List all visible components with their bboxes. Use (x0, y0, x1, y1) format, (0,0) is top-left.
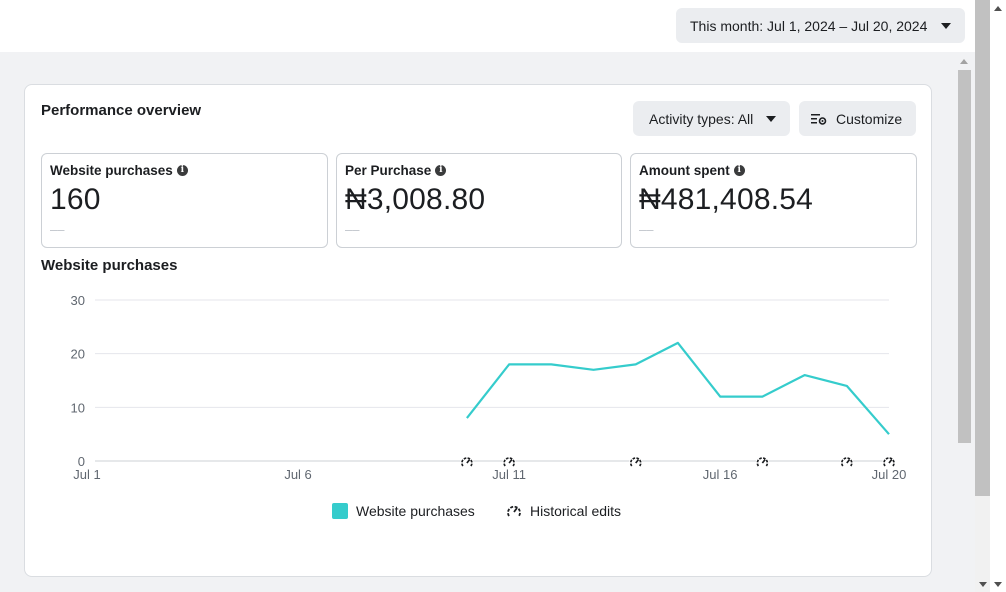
historical-edit-marker[interactable] (840, 455, 854, 469)
y-tick-label: 20 (71, 347, 85, 362)
x-tick-label: Jul 16 (703, 467, 738, 482)
metric-label: Website purchases (50, 163, 173, 178)
outer-scrollbar-strip[interactable] (990, 0, 1006, 592)
historical-edit-icon (507, 505, 521, 517)
historical-edit-marker[interactable] (502, 455, 516, 469)
historical-edit-marker[interactable] (755, 455, 769, 469)
activity-types-button[interactable]: Activity types: All (633, 101, 790, 136)
customize-icon (811, 113, 827, 125)
x-tick-label: Jul 11 (492, 467, 526, 482)
metric-value: 160 (50, 183, 101, 216)
y-tick-label: 10 (71, 400, 85, 415)
chart-title: Website purchases (41, 257, 178, 274)
legend-series-label: Website purchases (356, 503, 475, 519)
scroll-up-arrow-icon[interactable] (960, 59, 968, 64)
info-icon[interactable]: i (733, 165, 745, 176)
x-tick-label: Jul 20 (872, 467, 907, 482)
metric-delta: –– (50, 222, 65, 237)
customize-label: Customize (836, 110, 903, 127)
inner-scrollbar-thumb[interactable] (958, 70, 971, 443)
outer-scrollbar-thumb[interactable] (975, 0, 990, 496)
caret-down-icon (766, 115, 776, 122)
y-tick-label: 0 (78, 454, 85, 469)
legend-swatch (332, 503, 348, 519)
date-range-button[interactable]: This month: Jul 1, 2024 – Jul 20, 2024 (676, 8, 965, 43)
metric-value: ₦481,408.54 (639, 183, 814, 216)
metric-label-wrap: Per Purchase i (345, 163, 447, 178)
card-title: Performance overview (41, 102, 202, 119)
historical-edit-marker[interactable] (629, 455, 643, 469)
line-chart: 0 10 20 30 Jul 1 Jul 6 Jul 11 Jul 16 Jul 20 (71, 293, 907, 482)
performance-overview-card: Performance overview Activity types: All… (24, 84, 932, 577)
historical-edit-marker[interactable] (460, 455, 474, 469)
customize-button[interactable]: Customize (799, 101, 916, 136)
legend-historical-edits[interactable]: Historical edits (506, 503, 621, 519)
x-tick-label: Jul 1 (73, 467, 100, 482)
metric-amount-spent[interactable]: Amount spent i ₦481,408.54 –– (630, 153, 917, 248)
scroll-down-arrow-icon[interactable] (979, 582, 987, 587)
series-line (466, 341, 890, 435)
date-range-label: This month: Jul 1, 2024 – Jul 20, 2024 (690, 17, 928, 34)
info-icon[interactable]: i (435, 165, 447, 176)
outer-scroll-down-arrow-icon[interactable] (994, 582, 1002, 587)
historical-edit-marker[interactable] (882, 455, 896, 469)
legend-series[interactable]: Website purchases (332, 503, 475, 519)
x-tick-label: Jul 6 (284, 467, 311, 482)
activity-types-label: Activity types: All (649, 110, 754, 127)
metric-per-purchase[interactable]: Per Purchase i ₦3,008.80 –– (336, 153, 622, 248)
metric-label-wrap: Amount spent i (639, 163, 745, 178)
metric-delta: –– (345, 222, 360, 237)
legend-edits-label: Historical edits (530, 503, 622, 519)
metric-delta: –– (639, 222, 654, 237)
metric-label-wrap: Website purchases i (50, 163, 188, 178)
outer-scroll-up-arrow-icon[interactable] (994, 6, 1002, 11)
y-tick-label: 30 (71, 293, 85, 308)
metric-value: ₦3,008.80 (345, 183, 486, 216)
metric-label: Per Purchase (345, 163, 432, 178)
metric-website-purchases[interactable]: Website purchases i 160 –– (41, 153, 328, 248)
caret-down-icon (941, 22, 951, 29)
info-icon[interactable]: i (176, 165, 188, 176)
metric-label: Amount spent (639, 163, 730, 178)
